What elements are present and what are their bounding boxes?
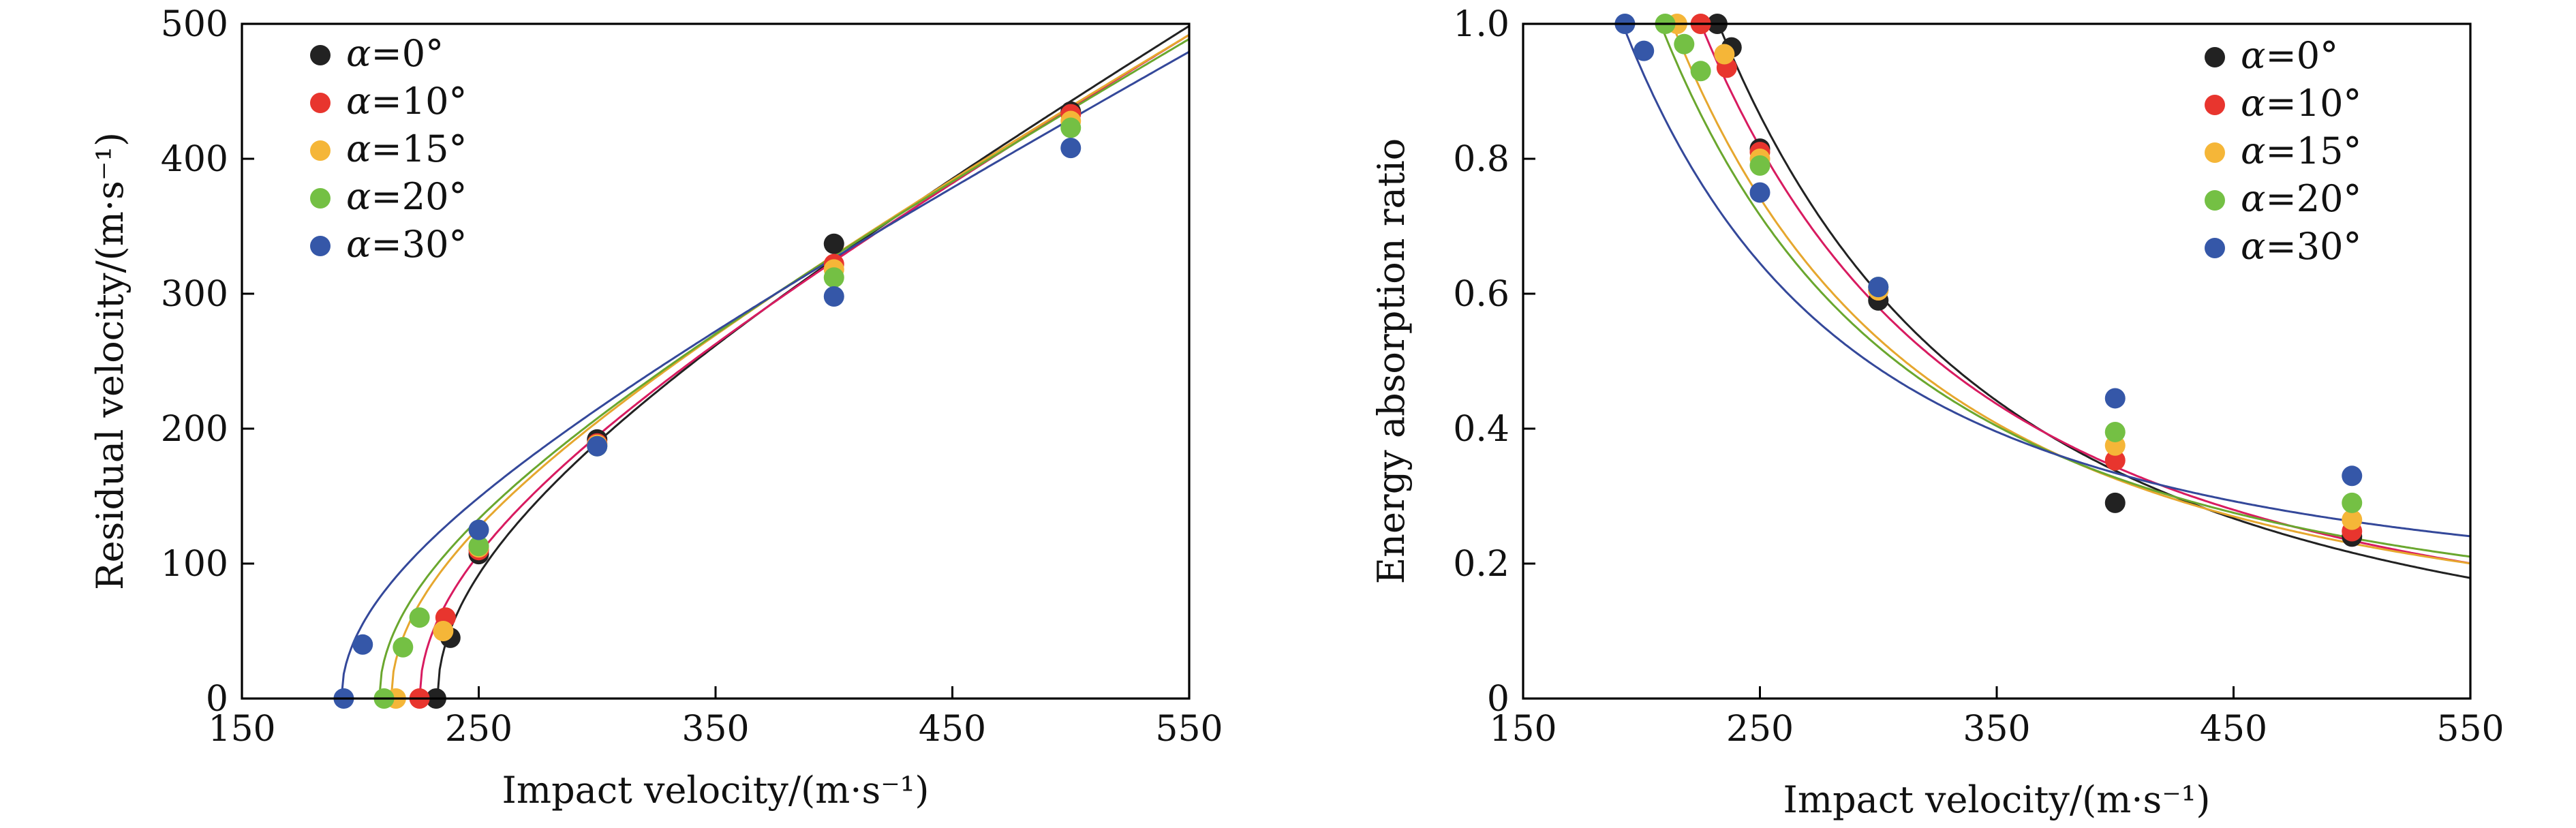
left-legend-label: α=15° [346,127,467,170]
right-y-tick-label: 1.0 [1453,4,1509,45]
right-y-tick-label: 0.6 [1453,274,1509,315]
right-legend-label: α=0° [2241,34,2338,77]
right-data-point [1749,182,1770,203]
left-x-tick-label: 250 [445,709,512,750]
right-legend-marker [2205,142,2225,163]
left-data-point [1060,138,1082,159]
left-y-ticks: 0 100 200 300 400 500 [161,4,254,720]
left-y-tick-label: 300 [161,274,228,315]
right-x-tick-label: 550 [2436,709,2504,750]
right-data-point [2104,421,2126,442]
right-x-tick-label: 150 [1489,709,1557,750]
left-data-point [823,233,844,254]
left-y-tick-label: 500 [161,4,228,45]
right-data-point [1749,155,1770,176]
right-legend-label: α=30° [2241,225,2361,268]
right-data-point [2104,492,2126,513]
left-data-point [433,621,454,641]
right-x-tick-label: 450 [2200,709,2267,750]
right-y-tick-label: 0.4 [1453,409,1509,450]
right-legend-marker [2205,95,2225,115]
left-plot-frame [241,22,1191,700]
right-y-tick-label: 0.2 [1453,544,1509,585]
left-legend-label: α=10° [346,80,467,123]
right-data-point [1674,33,1695,55]
left-x-axis-title: Impact velocity/(m·s⁻¹) [502,769,930,812]
right-points [1614,14,2363,547]
left-y-tick-label: 100 [161,544,228,585]
right-legend-label: α=20° [2241,177,2361,220]
left-y-axis-title: Residual velocity/(m·s⁻¹) [89,132,132,590]
left-legend-marker [310,236,331,256]
right-x-axis-title: Impact velocity/(m·s⁻¹) [1783,778,2211,821]
right-fit-curve [1606,24,2470,565]
left-data-point [468,519,489,540]
right-plot-frame [1522,22,2472,700]
right-data-point [2342,465,2363,487]
left-x-ticks: 150 250 350 450 550 [208,686,1223,750]
left-fit-curve [340,50,1189,699]
right-data-point [1714,44,1735,65]
left-legend-marker [310,188,331,209]
left-x-tick-label: 350 [681,709,749,750]
left-data-point [587,435,608,457]
left-legend-marker [310,93,331,113]
left-legend-label: α=20° [346,175,467,218]
right-fit-curve [1623,24,2470,579]
right-y-axis-title: Energy absorption ratio [1370,138,1413,585]
right-legend-label: α=15° [2241,129,2361,172]
right-legend-label: α=10° [2241,82,2361,125]
left-legend-marker [310,140,331,161]
right-y-tick-label: 0.8 [1453,139,1509,180]
left-legend: α=0° α=10°α=15° α=20° α=30° [310,32,467,266]
left-y-tick-label: 400 [161,139,228,180]
right-legend-marker [2205,47,2225,67]
left-y-tick-label: 200 [161,409,228,450]
right-y-ticks: 0 0.2 0.4 0.6 0.8 1.0 [1453,4,1535,720]
left-data-point [352,634,373,655]
right-data-point [2104,450,2126,471]
left-chart: 150 250 350 450 550 0 100 200 300 400 500 Impact … [89,4,1223,812]
right-data-point [2342,492,2363,513]
right-y-tick-label: 0 [1487,679,1509,720]
left-legend-label: α=0° [346,32,444,75]
left-fit-curve [378,37,1189,699]
left-y-tick-label: 0 [206,679,228,720]
right-curves [1527,24,2470,579]
left-data-point [823,286,844,307]
right-x-ticks: 150 250 350 450 550 [1489,686,2504,750]
right-data-point [1690,61,1711,82]
left-data-point [1060,117,1082,138]
right-legend-marker [2205,190,2225,211]
left-x-tick-label: 550 [1155,709,1223,750]
right-data-point [2342,509,2363,530]
left-data-point [393,637,414,658]
right-legend: α=0° α=10°α=15° α=20° α=30° [2205,34,2361,268]
right-data-point [1634,40,1655,61]
right-data-point [1868,277,1889,298]
left-data-point [823,267,844,288]
right-legend-marker [2205,238,2225,258]
right-x-tick-label: 350 [1963,709,2030,750]
right-x-tick-label: 250 [1726,709,1794,750]
left-data-point [468,536,489,557]
right-chart: 150 250 350 450 550 0 0.2 0.4 0.6 0.8 1.0 Impact … [1370,4,2504,821]
left-x-tick-label: 150 [208,709,275,750]
left-legend-label: α=30° [346,223,467,266]
left-x-tick-label: 450 [919,709,986,750]
left-data-point [409,607,430,628]
left-legend-marker [310,45,331,65]
right-data-point [2104,388,2126,409]
right-fit-curve [1527,24,2470,538]
